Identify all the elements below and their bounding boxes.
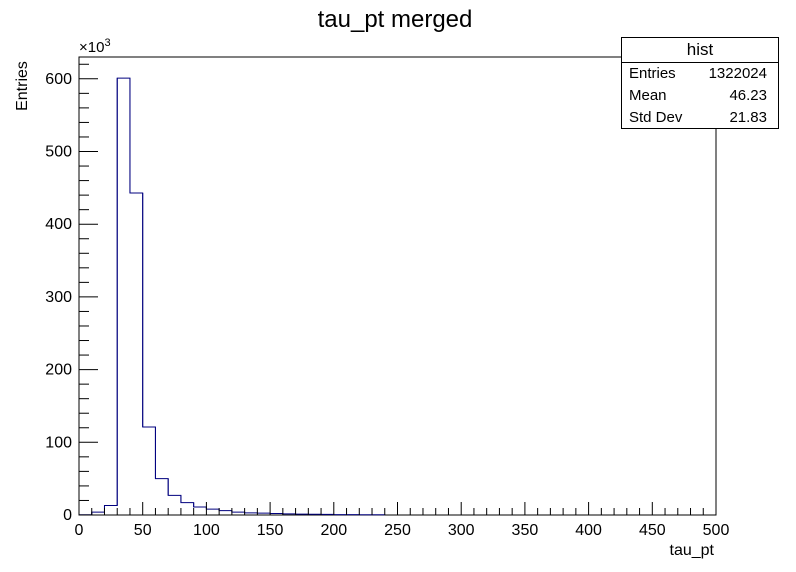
x-tick-label: 250 <box>384 522 411 539</box>
stats-row-entries: Entries 1322024 <box>622 63 778 85</box>
stats-value: 46.23 <box>729 87 767 104</box>
stats-value: 21.83 <box>729 109 767 126</box>
histogram-bin <box>269 513 284 515</box>
histogram-bin <box>154 427 169 496</box>
histogram-bin <box>282 513 297 515</box>
stats-row-mean: Mean 46.23 <box>622 85 778 107</box>
axes: 0 50 100 150 200 250 300 350 400 450 500 0 100 200 300… <box>45 63 730 539</box>
x-tick-label: 350 <box>512 522 539 539</box>
y-tick-label: 0 <box>63 507 72 524</box>
x-tick-label: 50 <box>134 522 152 539</box>
x-tick-label: 0 <box>75 522 84 539</box>
y-axis-label: Entries <box>14 61 31 111</box>
histogram-marks <box>78 77 386 516</box>
x-tick-label: 200 <box>320 522 347 539</box>
y-tick-label: 400 <box>45 216 72 233</box>
stats-label: Std Dev <box>629 109 683 126</box>
y-multiplier: ×103 <box>79 37 111 56</box>
histogram-bin <box>103 78 118 513</box>
histogram-bin <box>218 509 233 513</box>
histogram-bin <box>116 77 131 506</box>
histogram-bin <box>205 507 220 511</box>
histogram-bin <box>180 495 195 508</box>
stats-label: Mean <box>629 87 667 104</box>
histogram-bin <box>129 78 144 428</box>
histogram-bin <box>91 505 105 515</box>
chart-title: tau_pt merged <box>318 6 473 33</box>
x-tick-label: 400 <box>575 522 602 539</box>
stats-label: Entries <box>629 65 676 82</box>
y-tick-label: 600 <box>45 71 72 88</box>
x-tick-label: 150 <box>257 522 284 539</box>
histogram-bin <box>244 512 258 514</box>
x-tick-label: 100 <box>193 522 220 539</box>
histogram-bin <box>142 192 156 479</box>
y-tick-label: 500 <box>45 144 72 161</box>
y-tick-label: 300 <box>45 289 72 306</box>
x-tick-label: 500 <box>703 522 730 539</box>
y-tick-label: 200 <box>45 362 72 379</box>
x-tick-label: 450 <box>639 522 666 539</box>
stats-value: 1322024 <box>708 65 767 82</box>
histogram-bin <box>231 510 246 513</box>
histogram-bin <box>167 478 182 503</box>
stats-row-stddev: Std Dev 21.83 <box>622 107 778 129</box>
y-multiplier-base: ×10 <box>79 39 104 56</box>
y-tick-label: 100 <box>45 434 72 451</box>
stats-box: hist Entries 1322024 Mean 46.23 Std Dev … <box>621 37 779 129</box>
histogram-bin <box>193 502 207 510</box>
stats-title: hist <box>622 38 778 63</box>
y-multiplier-exponent: 3 <box>104 37 110 49</box>
x-axis-label: tau_pt <box>670 542 715 559</box>
histogram-bin <box>256 512 271 514</box>
x-tick-label: 300 <box>448 522 475 539</box>
